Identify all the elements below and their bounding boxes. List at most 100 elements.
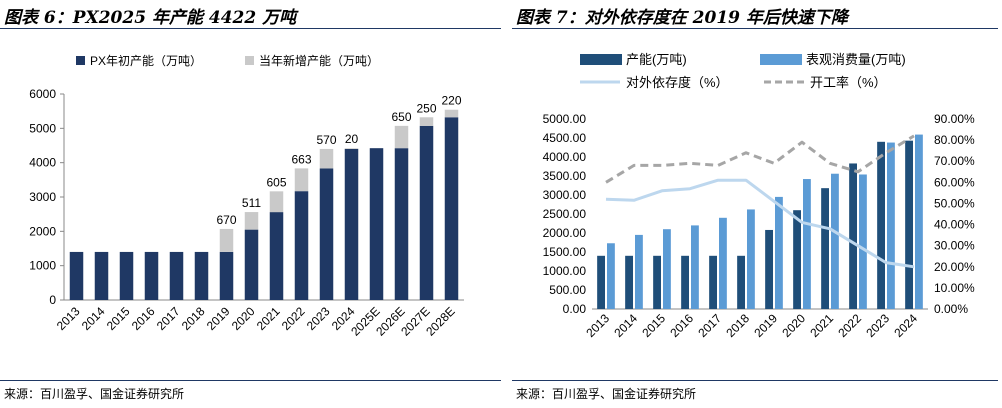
y-tick-label: 6000: [29, 87, 56, 101]
dependence-line: [605, 178, 915, 269]
bar: [663, 229, 671, 309]
data-label: 663: [291, 152, 311, 166]
y-tick-label-left: 4500.00: [543, 131, 587, 145]
bar: [194, 251, 209, 300]
bar: [681, 255, 689, 309]
y-tick-label: 3000: [29, 190, 56, 204]
bar: [444, 117, 459, 300]
bar: [269, 212, 284, 300]
bar: [244, 229, 259, 300]
bar: [394, 125, 409, 149]
y-tick-label-right: 60.00%: [934, 175, 975, 189]
bar: [69, 251, 84, 300]
y-tick-label-left: 5000.00: [543, 112, 587, 126]
legend-swatch: [760, 54, 802, 65]
bar: [169, 251, 184, 300]
x-tick-label: 2015: [639, 311, 668, 340]
bar: [369, 148, 384, 300]
x-tick-label: 2017: [154, 304, 183, 333]
x-tick-label: 2014: [79, 304, 108, 333]
data-label: 570: [316, 133, 336, 147]
bar: [691, 225, 699, 309]
y-tick-label-right: 70.00%: [934, 154, 975, 168]
bar: [719, 217, 727, 309]
source-rule: [512, 380, 998, 381]
data-label: 650: [391, 110, 411, 124]
data-label: 250: [416, 101, 436, 115]
x-tick-label: 2016: [667, 311, 696, 340]
source-note: 来源：百川盈孚、国金证券研究所: [4, 387, 185, 401]
bar: [775, 196, 783, 309]
x-tick-label: 2014: [611, 311, 640, 340]
legend-label: 开工率（%）: [810, 75, 887, 90]
y-tick-label-left: 2500.00: [543, 207, 587, 221]
bar: [793, 210, 801, 309]
y-tick-label-left: 1000.00: [543, 264, 587, 278]
legend: 产能(万吨) 表观消费量(万吨) 对外依存度（%） 开工率（%）: [580, 52, 906, 90]
y-tick-label-right: 50.00%: [934, 196, 975, 210]
x-tick-label: 2017: [695, 311, 724, 340]
x-tick-label: 2015: [104, 304, 133, 333]
bar: [344, 148, 359, 300]
x-tick-label: 2016: [129, 304, 158, 333]
x-tick-label: 2018: [723, 311, 752, 340]
legend-label: 产能(万吨): [626, 52, 687, 67]
source-note: 来源：百川盈孚、国金证券研究所: [516, 387, 697, 401]
dependence-chart: 产能(万吨) 表观消费量(万吨) 对外依存度（%） 开工率（%） 0.00 500.00 1…: [543, 52, 975, 340]
x-tick-label: 2021: [807, 311, 836, 340]
y-tick-label-left: 2000.00: [543, 226, 587, 240]
y-tick-label-right: 20.00%: [934, 260, 975, 274]
data-label: 511: [242, 196, 261, 210]
bar: [319, 148, 334, 169]
legend-swatch: [245, 56, 254, 65]
legend-swatch: [580, 54, 622, 65]
x-tick-label: 2019: [751, 311, 780, 340]
x-tick-label: 2024: [891, 311, 920, 340]
title-rule: [0, 28, 501, 29]
bar: [144, 251, 159, 300]
chart-title: 图表 6：PX2025 年产能 4422 万吨: [4, 8, 297, 28]
bar: [219, 251, 234, 300]
bar: [219, 228, 234, 252]
y-tick-label-left: 0.00: [563, 302, 587, 316]
data-label: 220: [441, 94, 461, 108]
x-tick-label: 2020: [229, 304, 258, 333]
bar: [821, 188, 829, 309]
data-label: 670: [216, 213, 236, 227]
y-tick-label-left: 3500.00: [543, 169, 587, 183]
bar: [419, 125, 434, 301]
bar: [419, 117, 434, 126]
right-panel: 图表 7：对外依存度在 2019 年后快速下降 产能(万吨) 表观消费量(万吨) 对…: [512, 0, 1002, 408]
px-capacity-chart: PX年初产能（万吨） 当年新增产能（万吨） 0 1000 2000 3000 4000 500…: [29, 53, 464, 339]
bar: [905, 140, 913, 309]
legend-label: 表观消费量(万吨): [806, 52, 906, 67]
y-tick-label: 0: [49, 293, 56, 307]
y-tick-label-right: 40.00%: [934, 218, 975, 232]
bar: [607, 243, 615, 309]
data-label: 20: [345, 132, 359, 146]
x-tick-label: 2020: [779, 311, 808, 340]
y-tick-label-right: 0.00%: [934, 302, 968, 316]
bar: [394, 148, 409, 300]
x-tick-label: 2018: [179, 304, 208, 333]
x-tick-label: 2028E: [423, 304, 457, 338]
y-tick-label-left: 3000.00: [543, 188, 587, 202]
bar: [94, 251, 109, 300]
bar: [269, 191, 284, 213]
source-rule: [0, 380, 501, 381]
x-tick-label: 2022: [279, 304, 308, 333]
x-tick-label: 2021: [254, 304, 283, 333]
bar: [737, 255, 745, 309]
legend-swatch: [76, 56, 85, 65]
data-label: 605: [266, 175, 286, 189]
y-tick-label: 5000: [29, 121, 56, 135]
legend-label: 当年新增产能（万吨）: [259, 53, 379, 68]
legend: PX年初产能（万吨） 当年新增产能（万吨）: [76, 53, 379, 68]
x-tick-label: 2019: [204, 304, 233, 333]
bar: [625, 255, 633, 309]
y-tick-label-left: 500.00: [549, 283, 586, 297]
bar: [765, 229, 773, 309]
bar: [119, 251, 134, 300]
bar: [849, 163, 857, 309]
bar: [803, 179, 811, 309]
